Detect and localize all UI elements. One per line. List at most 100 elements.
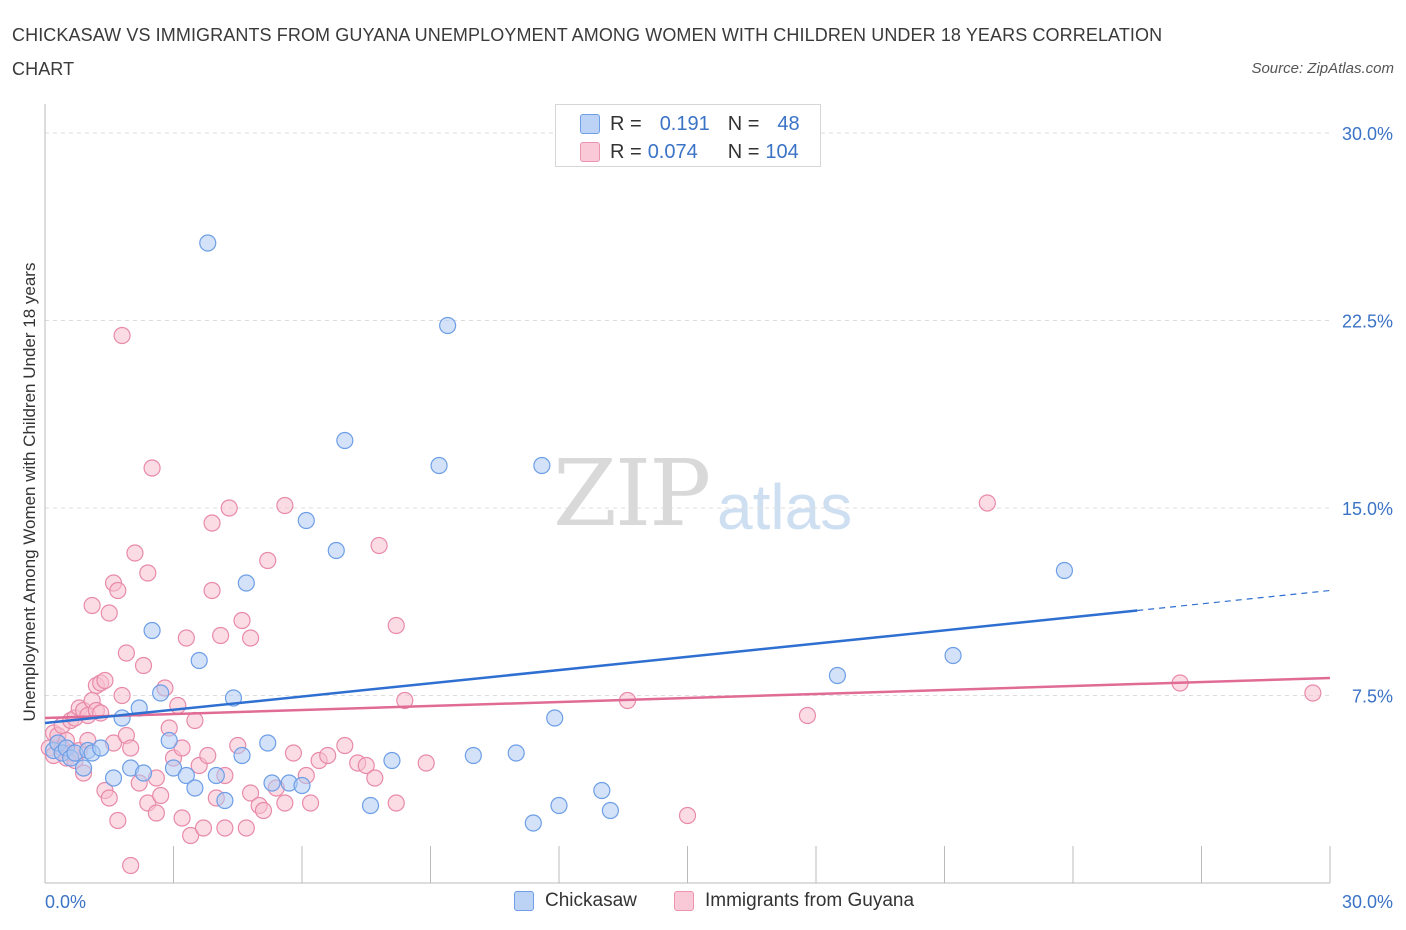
tick-labels: 7.5% 15.0% 22.5% 30.0% 0.0% 30.0% xyxy=(45,124,1393,912)
chickasaw-point xyxy=(207,766,225,785)
chickasaw-trend-extension xyxy=(1137,589,1331,612)
guyana-point xyxy=(177,629,195,647)
legend-swatch-guyana xyxy=(580,142,600,162)
guyana-point xyxy=(212,626,230,645)
chickasaw-point xyxy=(152,684,170,702)
guyana-point xyxy=(147,804,165,822)
chickasaw-point xyxy=(293,776,311,795)
guyana-point xyxy=(387,794,405,812)
chickasaw-point xyxy=(439,316,457,335)
chickasaw-point xyxy=(944,646,962,665)
legend-n-value: 48 xyxy=(777,112,800,135)
chickasaw-point xyxy=(143,621,161,640)
chickasaw-point xyxy=(164,759,183,777)
legend-row-guyana: R = 0.074 N = 104 xyxy=(580,139,799,165)
guyana-point xyxy=(109,581,127,600)
chickasaw-point xyxy=(104,769,123,787)
guyana-point xyxy=(122,739,140,757)
watermark-atlas: atlas xyxy=(717,471,853,543)
bottom-legend-chickasaw: Chickasaw xyxy=(514,889,637,913)
guyana-point xyxy=(1304,684,1322,702)
guyana-point xyxy=(199,746,217,765)
guyana-point xyxy=(366,769,384,787)
chickasaw-point xyxy=(430,456,448,475)
guyana-point xyxy=(122,856,140,875)
legend-r-label: R = xyxy=(610,112,642,135)
chickasaw-point xyxy=(177,766,195,785)
bottom-legend-swatch-chickasaw xyxy=(514,891,534,911)
guyana-trend-line xyxy=(44,676,1331,720)
legend-n-value: 104 xyxy=(765,140,799,163)
chickasaw-point xyxy=(113,709,131,727)
guyana-point xyxy=(242,629,260,647)
bottom-legend-swatch-guyana xyxy=(674,891,694,911)
guyana-point xyxy=(203,514,221,532)
y-tick-label: 22.5% xyxy=(1342,312,1393,332)
guyana-point xyxy=(678,806,697,825)
bottom-legend-guyana: Immigrants from Guyana xyxy=(674,889,914,913)
chickasaw-point xyxy=(550,796,568,815)
guyana-point xyxy=(117,644,135,662)
guyana-point xyxy=(216,819,234,837)
bottom-legend-label-guyana: Immigrants from Guyana xyxy=(705,890,915,911)
bottom-legend-label-chickasaw: Chickasaw xyxy=(545,890,637,911)
guyana-point xyxy=(284,744,303,762)
legend-r-value: 0.074 xyxy=(647,140,698,163)
legend-n-label: N = xyxy=(727,140,760,163)
chickasaw-point xyxy=(533,456,551,475)
guyana-point xyxy=(387,616,405,635)
chickasaw-point xyxy=(383,751,401,770)
guyana-point xyxy=(143,459,161,477)
guyana-point xyxy=(173,809,191,827)
guyana-point xyxy=(182,826,200,845)
guyana-point xyxy=(113,326,131,345)
guyana-point xyxy=(276,794,294,812)
chickasaw-point xyxy=(601,801,620,820)
guyana-point xyxy=(417,754,435,772)
series-chickasaw-points xyxy=(44,234,1074,832)
guyana-point xyxy=(139,564,157,582)
chickasaw-point xyxy=(524,814,542,832)
chart-title: CHICKASAW VS IMMIGRANTS FROM GUYANA UNEM… xyxy=(12,25,1163,79)
guyana-point xyxy=(978,494,996,512)
chickasaw-point xyxy=(593,781,611,800)
guyana-point xyxy=(126,544,144,562)
guyana-point xyxy=(254,801,273,820)
guyana-point xyxy=(194,819,213,837)
chickasaw-point xyxy=(297,511,315,530)
guyana-point xyxy=(237,819,255,837)
chickasaw-point xyxy=(199,234,217,252)
guyana-point xyxy=(113,686,131,705)
guyana-point xyxy=(242,784,260,802)
guyana-point xyxy=(396,691,414,710)
chickasaw-point xyxy=(546,709,564,727)
guyana-point xyxy=(301,794,320,812)
guyana-point xyxy=(233,611,251,630)
chickasaw-point xyxy=(327,541,345,560)
guyana-point xyxy=(173,739,191,757)
chickasaw-point xyxy=(828,666,847,685)
guyana-point xyxy=(220,499,238,517)
series-guyana-points xyxy=(40,326,1322,875)
chickasaw-point xyxy=(233,746,251,765)
y-tick-label: 30.0% xyxy=(1342,124,1393,144)
chickasaw-point xyxy=(336,431,354,450)
chickasaw-point xyxy=(507,744,525,762)
chickasaw-point xyxy=(186,779,204,797)
chickasaw-point xyxy=(190,651,208,670)
chickasaw-point xyxy=(92,739,110,757)
guyana-point xyxy=(186,711,204,730)
chickasaw-point xyxy=(361,796,380,815)
guyana-point xyxy=(96,671,114,690)
legend-swatch-chickasaw xyxy=(580,114,600,134)
chickasaw-point xyxy=(160,731,178,750)
chickasaw-point xyxy=(259,734,277,752)
guyana-point xyxy=(276,496,294,515)
chickasaw-point xyxy=(263,774,281,792)
guyana-point xyxy=(83,596,101,615)
watermark-zip: ZIP xyxy=(553,440,711,547)
y-axis-label: Unemployment Among Women with Children U… xyxy=(20,262,39,722)
guyana-point xyxy=(336,736,354,755)
stats-legend: R = 0.191 N = 48 R = 0.074 N = 104 xyxy=(555,104,821,167)
